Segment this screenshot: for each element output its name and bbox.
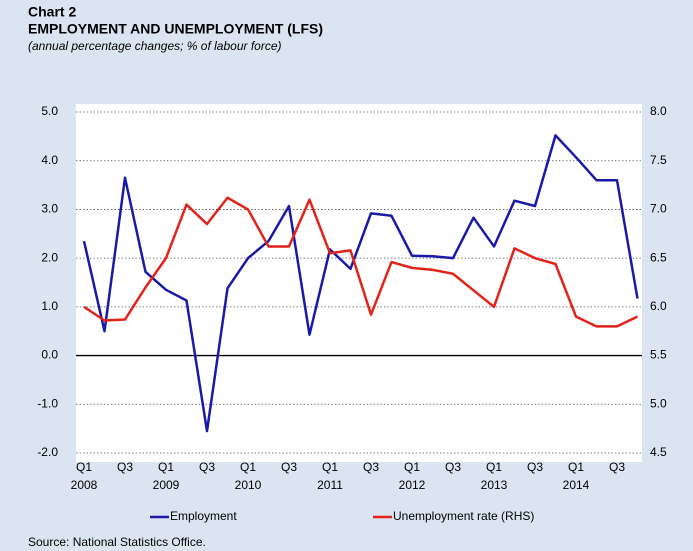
- chart-subtitle: (annual percentage changes; % of labour …: [28, 39, 282, 53]
- chart-label: Chart 2: [28, 4, 76, 20]
- x-tick-label: Q3: [363, 460, 379, 474]
- y2-tick-label: 5.0: [650, 396, 667, 410]
- x-tick-label: Q3: [199, 460, 215, 474]
- x-tick-label: Q3: [445, 460, 461, 474]
- y2-tick-label: 4.5: [650, 445, 667, 459]
- chart-title: EMPLOYMENT AND UNEMPLOYMENT (LFS): [28, 21, 323, 37]
- y-tick-label: 4.0: [41, 153, 58, 167]
- y-tick-label: -1.0: [37, 396, 58, 410]
- x-tick-label: Q1: [240, 460, 256, 474]
- y-tick-label: 1.0: [41, 299, 58, 313]
- x-year-label: 2012: [399, 478, 426, 492]
- plot-area: [76, 104, 642, 462]
- y2-tick-label: 6.5: [650, 250, 667, 264]
- x-year-label: 2009: [153, 478, 180, 492]
- x-tick-label: Q1: [404, 460, 420, 474]
- y2-tick-label: 7.0: [650, 202, 667, 216]
- source: Source: National Statistics Office.: [28, 535, 206, 549]
- x-tick-label: Q3: [527, 460, 543, 474]
- x-tick-label: Q1: [158, 460, 174, 474]
- x-tick-label: Q1: [486, 460, 502, 474]
- x-tick-label: Q3: [117, 460, 133, 474]
- x-year-label: 2013: [481, 478, 508, 492]
- x-tick-label: Q3: [281, 460, 297, 474]
- x-year-label: 2011: [317, 478, 343, 492]
- y2-tick-label: 5.5: [650, 348, 667, 362]
- legend-label: Employment: [170, 509, 237, 523]
- x-tick-label: Q1: [76, 460, 92, 474]
- y2-tick-label: 6.0: [650, 299, 667, 313]
- y-tick-label: 5.0: [41, 104, 58, 118]
- x-year-label: 2008: [71, 478, 98, 492]
- y-tick-label: 0.0: [41, 348, 58, 362]
- legend-label: Unemployment rate (RHS): [393, 509, 534, 523]
- x-year-label: 2014: [563, 478, 590, 492]
- y2-tick-label: 8.0: [650, 104, 667, 118]
- x-tick-label: Q3: [609, 460, 625, 474]
- series-line: [83, 196, 639, 328]
- y-tick-label: 2.0: [41, 250, 58, 264]
- y-tick-label: 3.0: [41, 202, 58, 216]
- x-tick-label: Q1: [322, 460, 338, 474]
- y2-tick-label: 7.5: [650, 153, 667, 167]
- y-tick-label: -2.0: [37, 445, 58, 459]
- x-tick-label: Q1: [568, 460, 584, 474]
- series-line: [82, 134, 639, 433]
- x-year-label: 2010: [235, 478, 262, 492]
